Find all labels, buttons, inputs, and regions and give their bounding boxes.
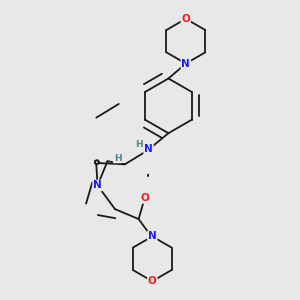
Text: O: O — [182, 14, 190, 24]
Text: N: N — [182, 58, 190, 69]
Text: H: H — [114, 154, 121, 163]
Text: O: O — [148, 276, 157, 286]
Text: O: O — [140, 193, 149, 203]
Text: N: N — [93, 180, 102, 190]
Text: H: H — [135, 140, 142, 149]
Text: N: N — [144, 144, 153, 154]
Text: N: N — [148, 231, 157, 242]
